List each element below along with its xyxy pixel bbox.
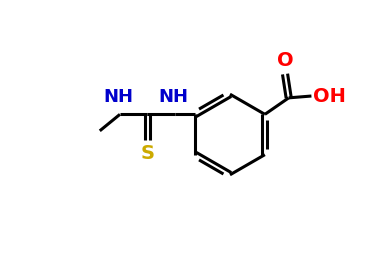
Text: S: S (140, 144, 154, 163)
Text: NH: NH (103, 88, 133, 106)
Text: OH: OH (313, 87, 346, 105)
Text: NH: NH (158, 88, 188, 106)
Text: O: O (277, 51, 294, 70)
